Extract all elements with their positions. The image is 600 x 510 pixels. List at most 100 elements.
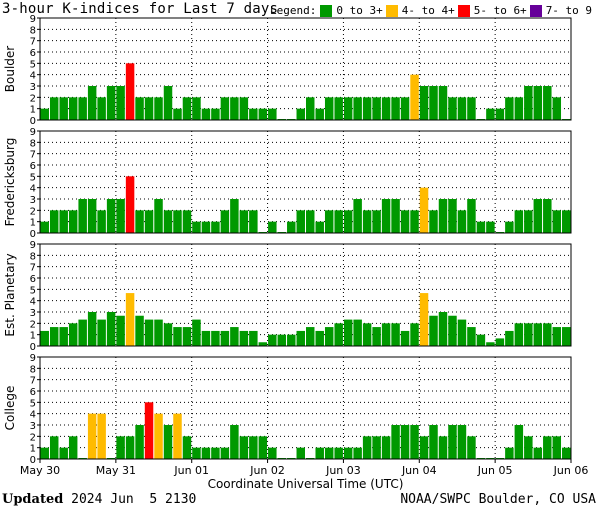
y-tick-label: 6 bbox=[30, 161, 36, 172]
bar bbox=[230, 327, 239, 346]
bar bbox=[476, 334, 486, 346]
y-tick-label: 5 bbox=[30, 285, 36, 296]
bar bbox=[220, 210, 230, 233]
y-tick-label: 9 bbox=[30, 14, 36, 25]
bar bbox=[419, 187, 429, 233]
bar bbox=[467, 199, 476, 233]
bar bbox=[514, 97, 524, 120]
bar bbox=[87, 199, 97, 233]
bar bbox=[324, 327, 334, 346]
bar bbox=[287, 334, 296, 346]
bar bbox=[552, 210, 562, 233]
y-tick-label: 4 bbox=[30, 297, 36, 308]
x-tick-label: Jun 02 bbox=[249, 464, 285, 477]
y-tick-label: 8 bbox=[30, 25, 36, 36]
bar bbox=[78, 319, 87, 346]
y-tick-label: 3 bbox=[30, 195, 36, 206]
bar bbox=[201, 447, 211, 459]
bar bbox=[173, 210, 182, 233]
bar bbox=[448, 425, 457, 459]
bar bbox=[87, 312, 97, 346]
bar bbox=[533, 447, 543, 459]
x-tick-label: Jun 03 bbox=[325, 464, 361, 477]
bar bbox=[419, 436, 429, 459]
y-tick-label: 8 bbox=[30, 364, 36, 375]
y-tick-label: 7 bbox=[30, 37, 36, 48]
bar bbox=[324, 447, 334, 459]
bar bbox=[476, 221, 486, 233]
bar bbox=[163, 323, 173, 346]
bar bbox=[239, 330, 249, 346]
bar bbox=[419, 293, 429, 346]
bar bbox=[106, 312, 116, 346]
bar bbox=[400, 97, 410, 120]
bar bbox=[562, 327, 571, 346]
bar bbox=[410, 323, 419, 346]
bar bbox=[381, 323, 391, 346]
bar bbox=[486, 342, 495, 346]
bar bbox=[116, 315, 125, 346]
bar bbox=[78, 199, 87, 233]
bar bbox=[429, 210, 438, 233]
bar bbox=[220, 330, 230, 346]
bar bbox=[306, 210, 315, 233]
y-tick-label: 6 bbox=[30, 274, 36, 285]
bar bbox=[154, 413, 163, 459]
bar bbox=[552, 97, 562, 120]
y-tick-label: 8 bbox=[30, 138, 36, 149]
legend-text-purple: 7- to 9 bbox=[545, 4, 593, 17]
x-tick-label: Jun 01 bbox=[173, 464, 209, 477]
y-tick-label: 5 bbox=[30, 59, 36, 70]
bar bbox=[467, 327, 476, 346]
legend-swatch-green bbox=[320, 4, 333, 17]
y-tick-label: 0 bbox=[30, 229, 36, 240]
bar bbox=[49, 97, 59, 120]
bar bbox=[343, 97, 353, 120]
bar bbox=[334, 210, 343, 233]
bar bbox=[192, 97, 201, 120]
bar bbox=[125, 436, 135, 459]
bar bbox=[173, 108, 182, 120]
y-tick-label: 7 bbox=[30, 263, 36, 274]
bar bbox=[400, 210, 410, 233]
bar bbox=[391, 323, 400, 346]
bar bbox=[362, 210, 372, 233]
bar bbox=[192, 319, 201, 346]
y-tick-label: 6 bbox=[30, 387, 36, 398]
x-tick-label: May 30 bbox=[20, 464, 60, 477]
bar bbox=[429, 315, 438, 346]
y-tick-label: 2 bbox=[30, 93, 36, 104]
bar bbox=[154, 319, 163, 346]
bar bbox=[362, 97, 372, 120]
bar bbox=[410, 425, 419, 459]
bar bbox=[514, 425, 524, 459]
bar bbox=[372, 327, 381, 346]
bar bbox=[173, 413, 182, 459]
bar bbox=[505, 330, 514, 346]
bar bbox=[201, 221, 211, 233]
legend-swatch-yellow bbox=[385, 4, 398, 17]
legend-text-green: 0 to 3+ bbox=[336, 4, 383, 17]
bar bbox=[552, 436, 562, 459]
y-tick-label: 3 bbox=[30, 82, 36, 93]
y-tick-label: 1 bbox=[30, 331, 36, 342]
bar bbox=[486, 221, 495, 233]
bar bbox=[258, 436, 268, 459]
bar bbox=[343, 210, 353, 233]
updated-label: Updated bbox=[2, 492, 64, 507]
bar bbox=[296, 108, 305, 120]
y-tick-label: 8 bbox=[30, 251, 36, 262]
bar bbox=[419, 86, 429, 120]
bar bbox=[457, 97, 467, 120]
bar bbox=[49, 210, 59, 233]
y-tick-label: 1 bbox=[30, 105, 36, 116]
bar bbox=[59, 97, 68, 120]
bar bbox=[343, 319, 353, 346]
y-tick-label: 7 bbox=[30, 150, 36, 161]
bar bbox=[495, 108, 505, 120]
bar bbox=[353, 199, 362, 233]
bar bbox=[125, 176, 135, 233]
y-tick-label: 0 bbox=[30, 455, 36, 466]
panel-frame bbox=[39, 356, 572, 460]
